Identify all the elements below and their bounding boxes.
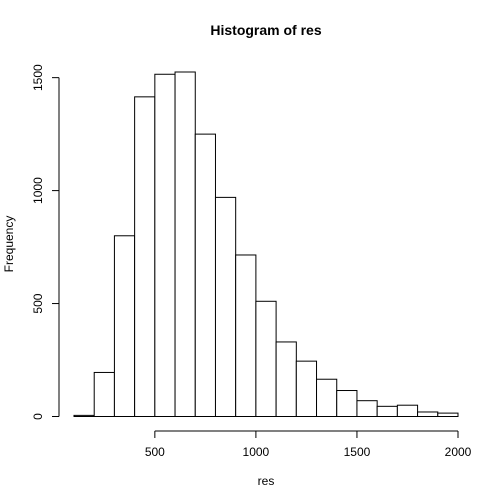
histogram-bar-8	[235, 254, 257, 417]
y-tick-label-1000: 1000	[31, 177, 45, 204]
y-axis: 0 500 1000 1500	[31, 64, 60, 420]
y-tick-label-0: 0	[31, 413, 45, 420]
histogram-bar-9	[255, 300, 277, 418]
histogram-bar-11	[295, 360, 318, 417]
histogram-bar-4	[154, 73, 176, 417]
histogram-bar-14	[356, 400, 378, 418]
x-tick-label-500: 500	[145, 445, 165, 459]
y-axis-label: Frequency	[2, 216, 16, 273]
histogram-bar-12	[316, 378, 338, 418]
histogram-bar-13	[336, 390, 358, 417]
x-axis-label: res	[258, 474, 275, 488]
histogram-bar-5	[174, 71, 196, 417]
y-tick-label-500: 500	[31, 293, 45, 313]
histogram-bar-2	[113, 235, 136, 417]
x-axis: 500 1000 1500 2000	[145, 430, 472, 459]
histogram-bar-7	[214, 196, 237, 417]
x-tick-label-2000: 2000	[445, 445, 472, 459]
histogram-bar-0	[73, 414, 95, 417]
histogram-bar-17	[417, 411, 439, 418]
histogram-bar-18	[437, 412, 459, 417]
x-tick-label-1000: 1000	[243, 445, 270, 459]
x-tick-label-1500: 1500	[344, 445, 371, 459]
chart-title: Histogram of res	[210, 22, 321, 38]
histogram-bar-16	[396, 404, 419, 418]
histogram-bar-10	[275, 341, 297, 418]
histogram-bar-1	[93, 371, 115, 418]
y-tick-label-1500: 1500	[31, 64, 45, 91]
histogram-bar-3	[134, 96, 156, 417]
histogram-bar-15	[376, 405, 398, 417]
histogram-bars	[73, 71, 459, 418]
histogram-bar-6	[194, 133, 216, 417]
